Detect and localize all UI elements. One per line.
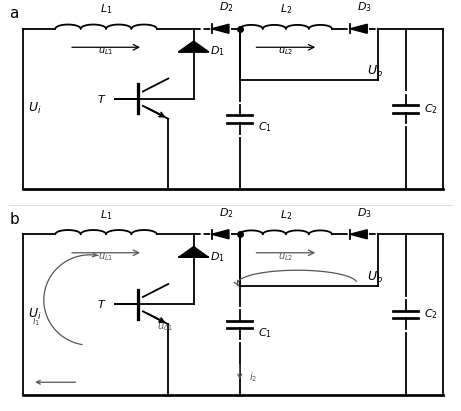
Text: $u_{L1}$: $u_{L1}$ [98,251,114,263]
Text: $i_1$: $i_1$ [32,315,41,328]
Polygon shape [179,41,208,52]
Polygon shape [179,247,208,257]
Text: $L_2$: $L_2$ [280,208,292,222]
Text: $u_{C1}$: $u_{C1}$ [157,321,173,332]
Polygon shape [350,24,367,33]
Text: $L_1$: $L_1$ [100,2,112,16]
Text: $T$: $T$ [96,298,106,310]
Text: $U_i$: $U_i$ [28,307,41,322]
Polygon shape [212,24,229,33]
Text: $u_{L2}$: $u_{L2}$ [278,46,294,57]
Text: $u_{L1}$: $u_{L1}$ [98,46,114,57]
Text: $u_{L2}$: $u_{L2}$ [278,251,294,263]
Text: $C_1$: $C_1$ [258,326,272,340]
Text: $C_2$: $C_2$ [424,307,438,321]
Text: $i_2$: $i_2$ [249,370,257,384]
Text: $C_1$: $C_1$ [258,120,272,134]
Text: a: a [9,6,18,21]
Text: $D_1$: $D_1$ [210,250,225,264]
Text: $C_2$: $C_2$ [424,102,438,116]
Polygon shape [212,230,229,239]
Text: $D_2$: $D_2$ [219,0,233,14]
Text: $D_1$: $D_1$ [210,44,225,58]
Text: $L_2$: $L_2$ [280,2,292,16]
Text: $D_2$: $D_2$ [219,206,233,220]
Text: $U_o$: $U_o$ [366,65,383,79]
Text: $T$: $T$ [96,92,106,105]
Text: $L_1$: $L_1$ [100,208,112,222]
Text: $D_3$: $D_3$ [357,0,372,14]
Text: $U_o$: $U_o$ [366,270,383,285]
Text: b: b [9,212,19,226]
Polygon shape [350,230,367,239]
Text: $D_3$: $D_3$ [357,206,372,220]
Text: $U_i$: $U_i$ [28,102,41,116]
